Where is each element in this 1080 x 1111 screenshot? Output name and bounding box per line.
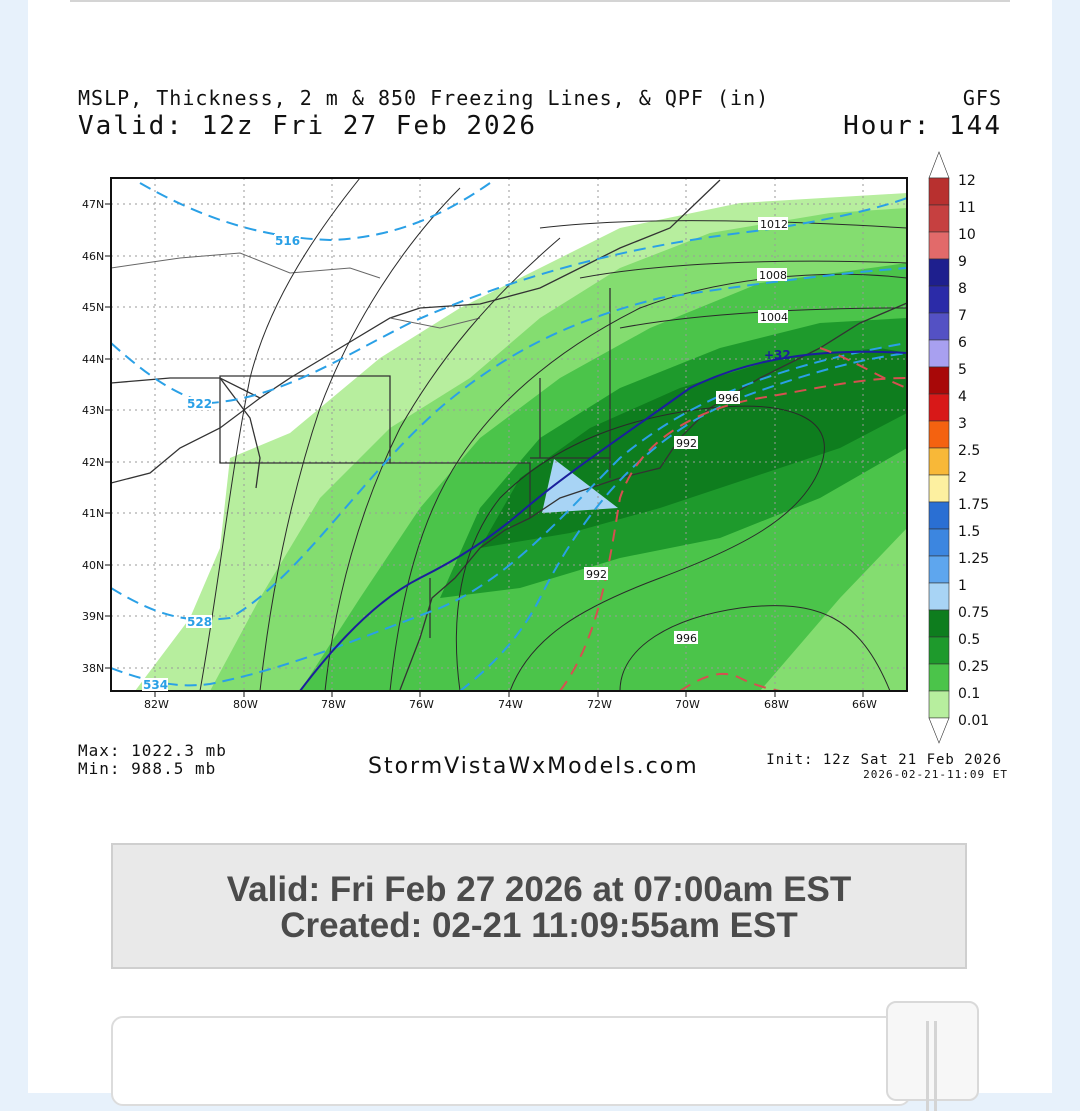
legend-level: 0.01 <box>958 713 989 729</box>
freezing-line-2m <box>299 350 907 691</box>
svg-text:74W: 74W <box>498 698 523 711</box>
info-created-line: Created: 02-21 11:09:55am EST <box>280 906 798 945</box>
legend-level: 2.5 <box>958 443 980 459</box>
brand-watermark: StormVistaWxModels.com <box>368 754 699 779</box>
svg-text:78W: 78W <box>321 698 346 711</box>
thickness-label-522: 522 <box>187 397 212 411</box>
legend-level: 0.75 <box>958 605 989 621</box>
legend-level: 5 <box>958 362 967 378</box>
svg-text:76W: 76W <box>409 698 434 711</box>
qpf-color-legend <box>928 151 950 744</box>
legend-level: 9 <box>958 254 967 270</box>
svg-text:66W: 66W <box>852 698 877 711</box>
isobar-label-992-b: 992 <box>586 568 607 581</box>
grip-line <box>926 1021 929 1111</box>
svg-text:43N: 43N <box>82 404 104 417</box>
legend-level: 1 <box>958 578 967 594</box>
svg-text:44N: 44N <box>82 353 104 366</box>
slider-handle[interactable] <box>886 1001 979 1111</box>
svg-text:47N: 47N <box>82 198 104 211</box>
isobar-label-1008: 1008 <box>759 269 787 282</box>
isobar-label-1012: 1012 <box>760 218 788 231</box>
legend-level: 10 <box>958 227 976 243</box>
freezing-line-label: +32 <box>764 348 791 362</box>
svg-text:70W: 70W <box>675 698 700 711</box>
legend-level: 2 <box>958 470 967 486</box>
init-time: Init: 12z Sat 21 Feb 2026 <box>766 752 1002 768</box>
valid-time: Valid: 12z Fri 27 Feb 2026 <box>78 111 537 141</box>
legend-level: 0.1 <box>958 686 980 702</box>
legend-level: 6 <box>958 335 967 351</box>
isobar-label-996-a: 996 <box>718 392 739 405</box>
isobar-label-996-b: 996 <box>676 632 697 645</box>
legend-level: 4 <box>958 389 967 405</box>
svg-text:82W: 82W <box>144 698 169 711</box>
legend-level: 7 <box>958 308 967 324</box>
svg-text:40N: 40N <box>82 559 104 572</box>
qpf-1 <box>542 459 618 513</box>
forecast-hour: Hour: 144 <box>843 111 1002 141</box>
isobar-label-992-a: 992 <box>676 437 697 450</box>
legend-level: 12 <box>958 173 976 189</box>
map-canvas: 47N 46N 45N 44N 43N 42N 41N 40N 39N 38N 82W 80W… <box>82 151 989 744</box>
grip-line <box>934 1021 937 1111</box>
svg-text:38N: 38N <box>82 662 104 675</box>
isobar-label-1004: 1004 <box>760 311 788 324</box>
svg-text:39N: 39N <box>82 610 104 623</box>
info-box: Valid: Fri Feb 27 2026 at 07:00am EST Cr… <box>111 843 967 969</box>
legend-level: 1.25 <box>958 551 989 567</box>
svg-text:42N: 42N <box>82 456 104 469</box>
bottom-panel <box>111 1016 911 1106</box>
min-pressure: Min: 988.5 mb <box>78 759 217 778</box>
legend-level: 11 <box>958 200 976 216</box>
thickness-label-534: 534 <box>143 678 168 692</box>
model-name: GFS <box>962 86 1002 110</box>
thickness-label-516: 516 <box>275 234 300 248</box>
weather-map-image[interactable]: 47N 46N 45N 44N 43N 42N 41N 40N 39N 38N 82W 80W… <box>60 78 1020 798</box>
thickness-label-528: 528 <box>187 615 212 629</box>
svg-text:41N: 41N <box>82 507 104 520</box>
svg-text:68W: 68W <box>764 698 789 711</box>
created-stamp: 2026-02-21-11:09 ET <box>863 768 1008 781</box>
info-valid-line: Valid: Fri Feb 27 2026 at 07:00am EST <box>226 870 852 909</box>
max-pressure: Max: 1022.3 mb <box>78 741 227 760</box>
legend-level: 0.25 <box>958 659 989 675</box>
legend-level: 1.5 <box>958 524 980 540</box>
svg-text:45N: 45N <box>82 301 104 314</box>
svg-text:46N: 46N <box>82 250 104 263</box>
svg-text:72W: 72W <box>587 698 612 711</box>
svg-text:80W: 80W <box>233 698 258 711</box>
top-divider <box>70 0 1010 2</box>
legend-level: 1.75 <box>958 497 989 513</box>
map-title: MSLP, Thickness, 2 m & 850 Freezing Line… <box>78 86 770 110</box>
legend-level: 3 <box>958 416 967 432</box>
legend-level: 8 <box>958 281 967 297</box>
legend-level: 0.5 <box>958 632 980 648</box>
pressure-extremes: Max: 1022.3 mb Min: 988.5 mb <box>78 742 227 778</box>
